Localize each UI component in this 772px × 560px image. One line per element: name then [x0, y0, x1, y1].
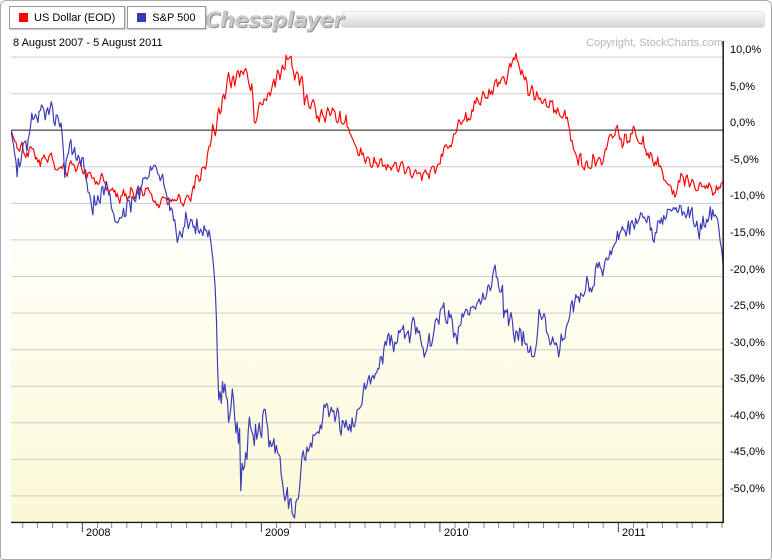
legend: US Dollar (EOD) S&P 500: [9, 6, 206, 29]
legend-item-us-dollar[interactable]: US Dollar (EOD): [9, 6, 126, 29]
y-tick-label: -25,0%: [730, 300, 765, 312]
x-year-label: 2010: [444, 527, 469, 539]
y-tick-label: 10,0%: [730, 44, 762, 56]
sp500-series-label: S&P 500: [152, 11, 196, 24]
series-line-1: [11, 101, 724, 519]
y-tick-label: -15,0%: [730, 227, 765, 239]
y-tick-label: -30,0%: [730, 337, 765, 349]
y-tick-label: -10,0%: [730, 190, 765, 202]
legend-item-sp500[interactable]: S&P 500: [127, 6, 206, 29]
y-tick-label: -35,0%: [730, 373, 765, 385]
sp500-series-swatch: [137, 13, 147, 22]
us-dollar-series-label: US Dollar (EOD): [34, 11, 116, 24]
performance-chart[interactable]: [11, 41, 724, 541]
chessplayer-logo: Chessplayer: [205, 8, 344, 32]
x-year-label: 2008: [86, 527, 111, 539]
y-tick-label: -5,0%: [730, 154, 759, 166]
series-line-0: [11, 52, 724, 209]
period-label: 8 August 2007 - 5 August 2011: [13, 37, 163, 49]
y-tick-label: -50,0%: [730, 483, 765, 495]
us-dollar-series-swatch: [19, 13, 28, 22]
y-tick-label: -40,0%: [730, 410, 765, 422]
x-year-label: 2011: [622, 527, 646, 539]
y-tick-label: 5,0%: [730, 81, 756, 93]
y-tick-label: -20,0%: [730, 264, 765, 276]
plot-background: [11, 41, 724, 523]
y-tick-label: 0,0%: [730, 117, 756, 129]
x-year-label: 2009: [265, 527, 290, 539]
y-tick-label: -45,0%: [730, 446, 765, 458]
header-bar: [341, 11, 765, 28]
